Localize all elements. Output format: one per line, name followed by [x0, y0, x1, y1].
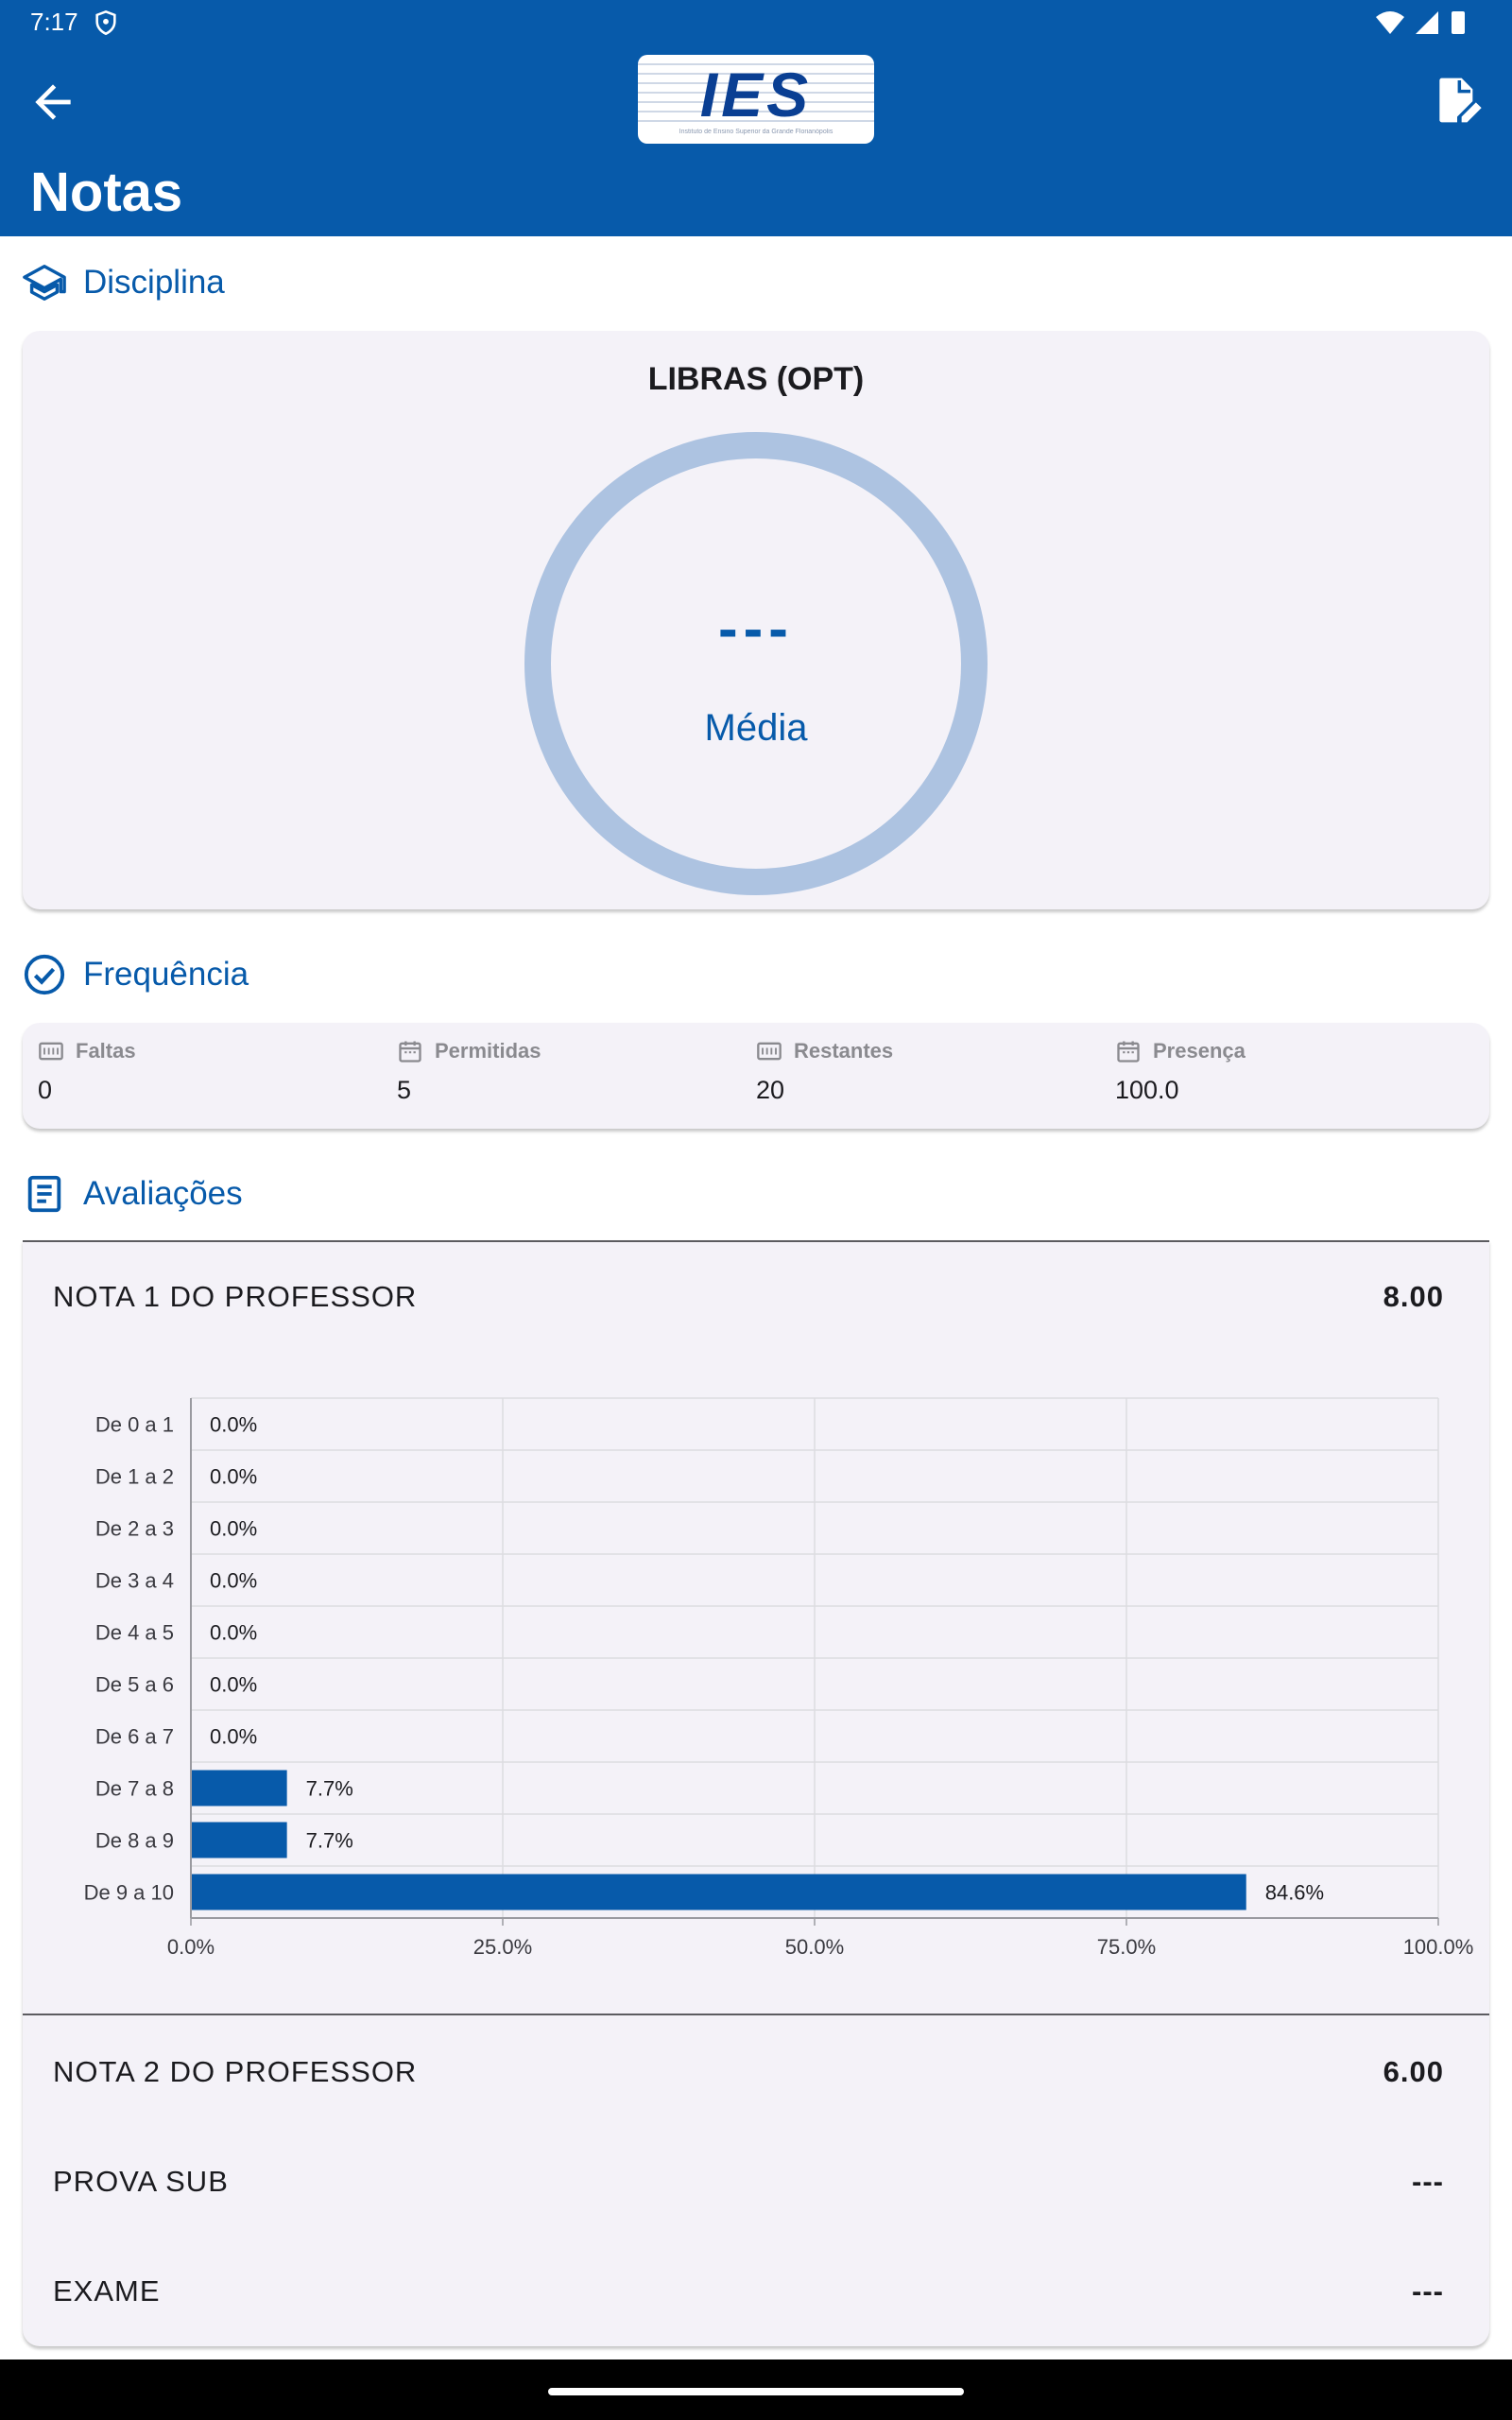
- assessment-row[interactable]: EXAME ---: [53, 2274, 1444, 2308]
- attendance-label: Restantes: [794, 1039, 894, 1063]
- app-bar: 7:17 IES Instituto de Ensino Superior da…: [0, 0, 1512, 236]
- divider: [23, 1240, 1489, 1242]
- course-name: LIBRAS (OPT): [647, 361, 865, 397]
- attendance-value: 5: [397, 1076, 412, 1104]
- assessment-name: EXAME: [53, 2274, 161, 2308]
- counter-icon: [757, 1042, 782, 1061]
- y-tick-label: De 9 a 10: [84, 1881, 174, 1905]
- data-label: 7.7%: [306, 1829, 353, 1853]
- section-assessments-header: Avaliações: [23, 1172, 243, 1216]
- assessment-row[interactable]: NOTA 1 DO PROFESSOR 8.00: [53, 1280, 1444, 1314]
- x-tick-label: 75.0%: [1097, 1935, 1156, 1959]
- y-tick-label: De 8 a 9: [95, 1829, 174, 1853]
- signal-icon: [1416, 11, 1438, 34]
- data-label: 84.6%: [1265, 1881, 1324, 1905]
- back-arrow-icon[interactable]: [26, 76, 79, 129]
- data-label: 0.0%: [210, 1621, 257, 1645]
- bar: [191, 1822, 287, 1858]
- attendance-restantes: Restantes 20: [756, 1038, 1096, 1105]
- gesture-handle[interactable]: [548, 2388, 964, 2395]
- document-icon: [27, 1175, 61, 1213]
- section-discipline-header: Disciplina: [23, 261, 225, 304]
- section-attendance-title: Frequência: [83, 956, 249, 993]
- status-time: 7:17: [30, 8, 78, 36]
- assessment-row[interactable]: PROVA SUB ---: [53, 2165, 1444, 2199]
- battery-icon: [1452, 11, 1465, 34]
- average-ring: [524, 432, 988, 895]
- x-tick-label: 0.0%: [167, 1935, 215, 1959]
- attendance-value: 100.0: [1115, 1076, 1179, 1104]
- assessment-grade: 8.00: [1383, 1280, 1444, 1313]
- wifi-icon: [1376, 11, 1404, 34]
- data-label: 0.0%: [210, 1413, 257, 1437]
- attendance-card: [23, 1023, 1489, 1129]
- assessment-name: PROVA SUB: [53, 2165, 229, 2198]
- average-label: Média: [704, 707, 808, 749]
- attendance-label: Faltas: [76, 1039, 136, 1063]
- data-label: 0.0%: [210, 1517, 257, 1541]
- ies-logo: IES Instituto de Ensino Superior da Gran…: [638, 55, 874, 144]
- data-label: 7.7%: [306, 1777, 353, 1801]
- y-tick-label: De 2 a 3: [95, 1517, 174, 1541]
- calendar-icon: [399, 1041, 421, 1063]
- logo-text: IES: [699, 60, 813, 130]
- bar: [191, 1770, 287, 1806]
- attendance-value: 20: [756, 1076, 785, 1104]
- y-tick-label: De 5 a 6: [95, 1673, 174, 1697]
- data-label: 0.0%: [210, 1725, 257, 1749]
- assessment-grade: ---: [1412, 2274, 1444, 2308]
- y-tick-label: De 7 a 8: [95, 1777, 174, 1801]
- x-tick-label: 100.0%: [1403, 1935, 1474, 1959]
- x-tick-label: 25.0%: [473, 1935, 532, 1959]
- divider: [23, 2014, 1489, 2015]
- calendar-icon: [1117, 1041, 1140, 1063]
- data-label: 0.0%: [210, 1569, 257, 1593]
- course-card: [23, 331, 1489, 909]
- attendance-value: 0: [38, 1076, 53, 1104]
- bar: [191, 1874, 1246, 1910]
- shield-icon: [95, 9, 116, 36]
- attendance-label: Presença: [1153, 1039, 1246, 1063]
- assessment-name: NOTA 1 DO PROFESSOR: [53, 1280, 418, 1313]
- y-tick-label: De 3 a 4: [95, 1569, 174, 1593]
- status-icons: [1376, 11, 1465, 34]
- x-tick-label: 50.0%: [785, 1935, 844, 1959]
- attendance-faltas: Faltas 0: [38, 1038, 378, 1105]
- data-label: 0.0%: [210, 1465, 257, 1489]
- assessment-name: NOTA 2 DO PROFESSOR: [53, 2055, 418, 2088]
- graduation-cap-icon: [23, 265, 66, 301]
- y-tick-label: De 6 a 7: [95, 1725, 174, 1749]
- section-discipline-title: Disciplina: [83, 264, 225, 301]
- attendance-permitidas: Permitidas 5: [397, 1038, 737, 1105]
- check-circle-icon: [24, 954, 65, 995]
- attendance-label: Permitidas: [435, 1039, 541, 1063]
- attendance-presenca: Presença 100.0: [1115, 1038, 1455, 1105]
- section-assessments-title: Avaliações: [83, 1175, 243, 1212]
- y-tick-label: De 0 a 1: [95, 1413, 174, 1437]
- assessment-row[interactable]: NOTA 2 DO PROFESSOR 6.00: [53, 2055, 1444, 2089]
- y-tick-label: De 4 a 5: [95, 1621, 174, 1645]
- logo-subtitle: Instituto de Ensino Superior da Grande F…: [679, 129, 833, 135]
- section-attendance-header: Frequência: [23, 953, 249, 996]
- y-tick-label: De 1 a 2: [95, 1465, 174, 1489]
- average-value: ---: [718, 596, 794, 662]
- assessment-grade: 6.00: [1383, 2055, 1444, 2088]
- page-title: Notas: [30, 162, 183, 223]
- data-label: 0.0%: [210, 1673, 257, 1697]
- grade-distribution-chart: 0.0% 25.0% 50.0% 75.0% 100.0% De 0 a 1 0.0% De …: [84, 1397, 1474, 1959]
- edit-document-icon[interactable]: [1431, 74, 1484, 127]
- assessment-grade: ---: [1412, 2165, 1444, 2198]
- counter-icon: [39, 1042, 63, 1061]
